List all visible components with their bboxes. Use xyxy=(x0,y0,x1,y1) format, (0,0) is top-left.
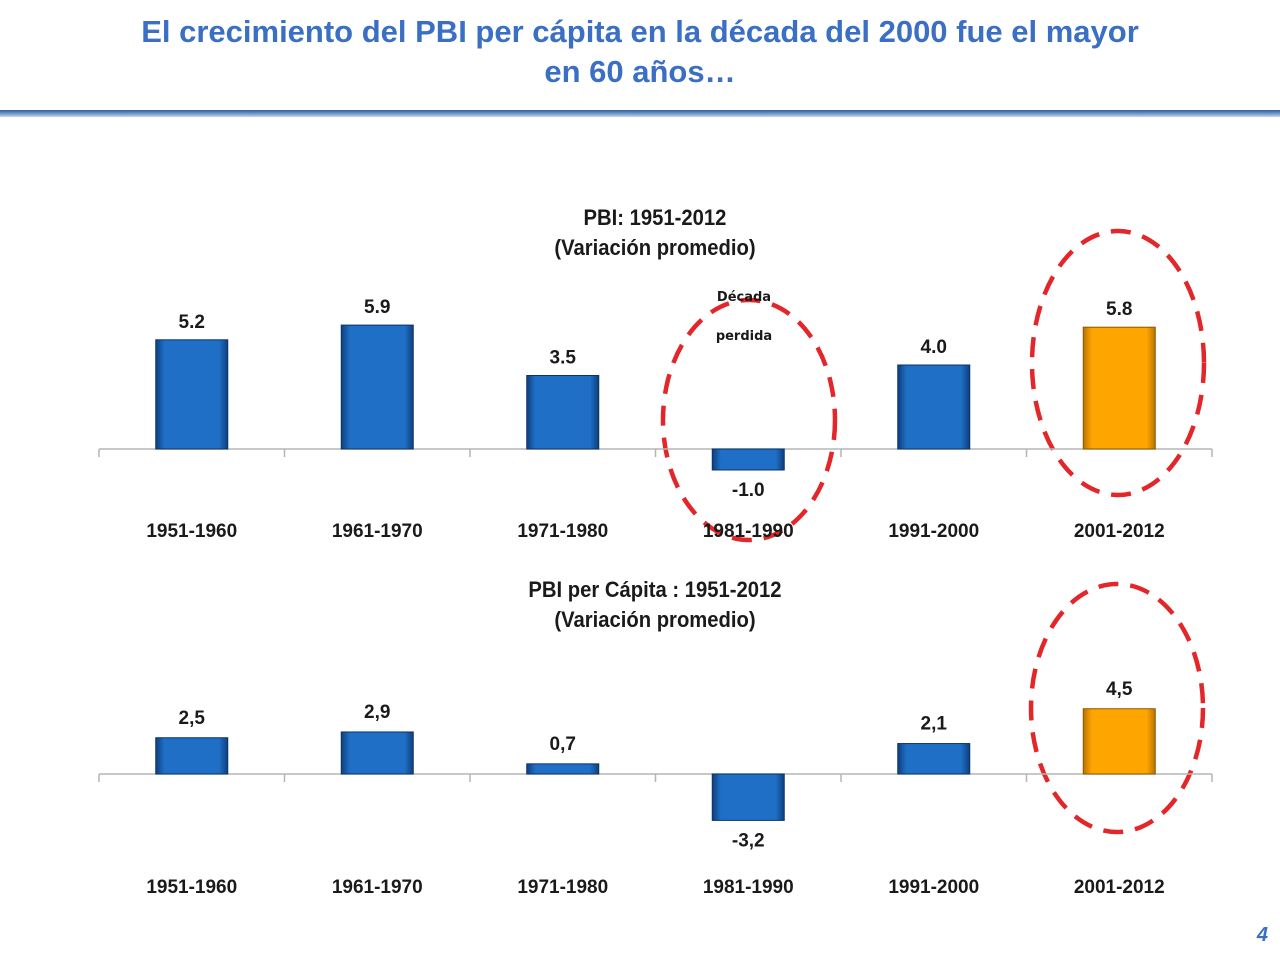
chart1-title: PBI: 1951-2012 (Variación promedio) xyxy=(52,203,1257,263)
chart2-title: PBI per Cápita : 1951-2012 (Variación pr… xyxy=(52,575,1257,635)
c1-category-label: 1981-1990 xyxy=(703,521,794,542)
c2-category-label: 2001-2012 xyxy=(1074,877,1165,898)
c1-bar-1961-1970 xyxy=(340,324,414,450)
c2-value-label: 2,5 xyxy=(179,708,206,729)
c1-category-label: 2001-2012 xyxy=(1074,521,1165,542)
c1-value-label: 3.5 xyxy=(550,348,577,369)
c2-bar-1951-1960 xyxy=(155,737,229,775)
chart2-circle-2001-2012 xyxy=(1028,581,1206,835)
chart2-title-line2: (Variación promedio) xyxy=(554,607,756,632)
chart1-circle-2001-2012 xyxy=(1029,228,1207,498)
gdp-bar-chart: 5.2 1951-1960 5.9 1961-1970 3.5 1971-1980 -1.0… xyxy=(98,228,1213,543)
c1-value-label: 5.9 xyxy=(364,297,390,318)
c2-bar-1971-1980 xyxy=(526,763,600,775)
c2-category-label: 1981-1990 xyxy=(703,877,794,898)
c1-value-label: -1.0 xyxy=(732,480,765,501)
c1-bar-1971-1980 xyxy=(526,375,600,450)
c2-category-label: 1951-1960 xyxy=(146,877,237,898)
c2-category-label: 1971-1980 xyxy=(517,877,608,898)
c1-value-label: 5.2 xyxy=(179,312,205,333)
gdp-per-capita-bar-chart: 2,5 1951-1960 2,9 1961-1970 0,7 1971-1980 -3,2… xyxy=(98,581,1213,898)
page-number: 4 xyxy=(1256,924,1268,946)
slide-title-line2: en 60 años… xyxy=(544,54,736,89)
c2-category-label: 1991-2000 xyxy=(888,877,979,898)
chart2-title-line1: PBI per Cápita : 1951-2012 xyxy=(528,577,782,602)
chart1-circle-1981-1990 xyxy=(660,297,838,543)
c1-bar-1951-1960 xyxy=(155,339,229,450)
c2-bar-1981-1990 xyxy=(711,773,785,821)
c2-value-label: -3,2 xyxy=(732,830,765,851)
c1-bar-2001-2012 xyxy=(1082,326,1156,450)
slide-title-line1: El crecimiento del PBI per cápita en la … xyxy=(141,14,1139,49)
c1-category-label: 1961-1970 xyxy=(332,521,423,542)
chart1-title-line1: PBI: 1951-2012 xyxy=(583,205,727,230)
c2-bar-2001-2012 xyxy=(1082,708,1156,775)
c2-value-label: 2,9 xyxy=(364,702,390,723)
c1-bar-1981-1990 xyxy=(711,448,785,471)
c2-value-label: 2,1 xyxy=(921,714,948,735)
chart1-annotation-line2: perdida xyxy=(716,329,772,344)
chart1-title-line2: (Variación promedio) xyxy=(554,235,756,260)
slide-title: El crecimiento del PBI per cápita en la … xyxy=(0,12,1280,92)
c1-bar-1991-2000 xyxy=(897,364,971,450)
c1-category-label: 1971-1980 xyxy=(517,521,608,542)
c2-bar-1961-1970 xyxy=(340,731,414,775)
chart1-annotation-line1: Década xyxy=(717,290,771,305)
c1-value-label: 4.0 xyxy=(921,337,947,358)
c2-value-label: 0,7 xyxy=(550,734,576,755)
c1-value-label: 5.8 xyxy=(1106,299,1132,320)
c1-category-label: 1951-1960 xyxy=(146,521,237,542)
c2-value-label: 4,5 xyxy=(1106,679,1133,700)
c2-category-label: 1961-1970 xyxy=(332,877,423,898)
c1-category-label: 1991-2000 xyxy=(888,521,979,542)
c2-bar-1991-2000 xyxy=(897,743,971,775)
title-divider xyxy=(0,110,1280,117)
